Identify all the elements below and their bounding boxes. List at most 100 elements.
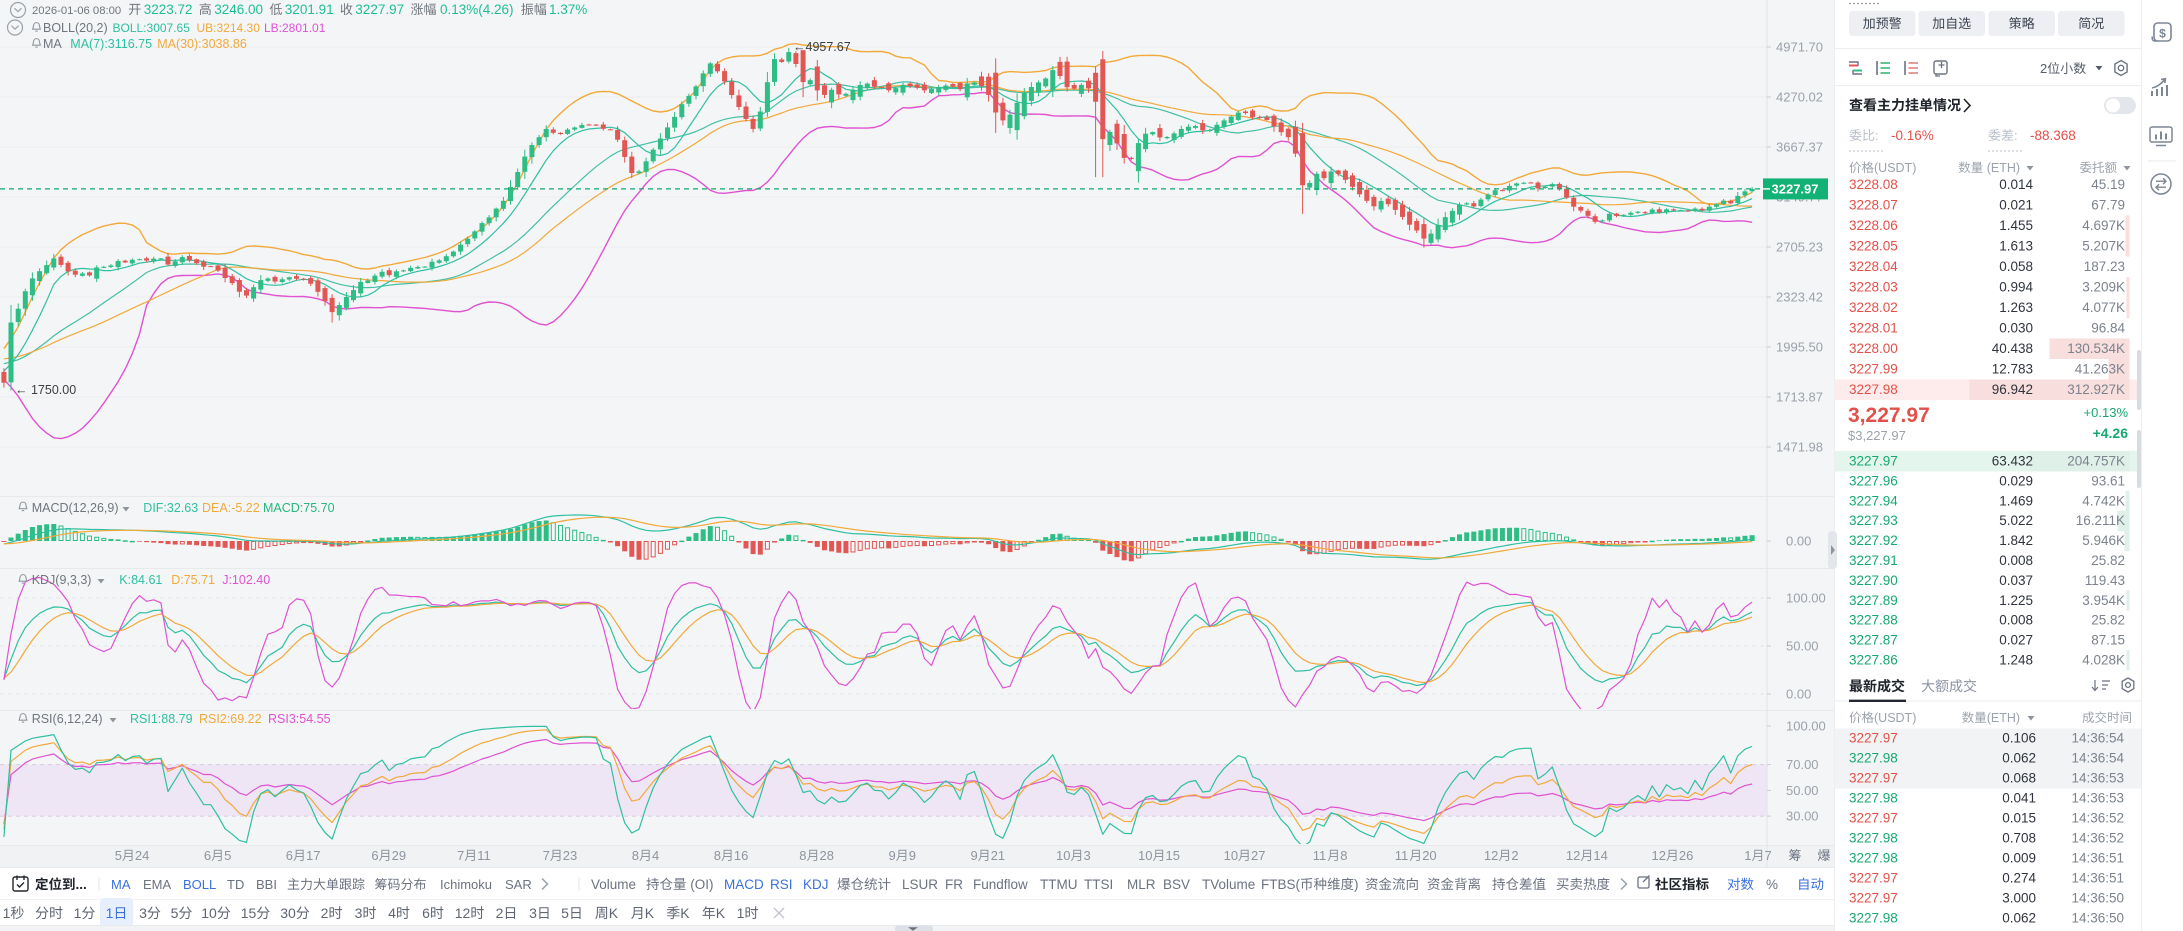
svg-text:12.783: 12.783 bbox=[1992, 362, 2033, 377]
svg-text:0.041: 0.041 bbox=[2002, 791, 2036, 806]
svg-text:14:36:50: 14:36:50 bbox=[2071, 911, 2124, 926]
svg-text:1471.98: 1471.98 bbox=[1776, 440, 1823, 455]
svg-text:J:102.40: J:102.40 bbox=[222, 573, 270, 587]
svg-text:0.708: 0.708 bbox=[2002, 831, 2036, 846]
svg-text:2: 2 bbox=[496, 905, 504, 921]
svg-text:3: 3 bbox=[1084, 848, 1091, 863]
svg-text:6: 6 bbox=[286, 848, 293, 863]
svg-text:EMA: EMA bbox=[143, 877, 172, 892]
svg-text:45.19: 45.19 bbox=[2091, 177, 2125, 192]
svg-text:BBI: BBI bbox=[256, 877, 277, 892]
svg-text:+4.26: +4.26 bbox=[2093, 425, 2129, 441]
svg-text:100.00: 100.00 bbox=[1786, 719, 1826, 734]
svg-text:3228.07: 3228.07 bbox=[1849, 198, 1898, 213]
svg-text:): ) bbox=[1354, 877, 1359, 892]
svg-text:100.00: 100.00 bbox=[1786, 591, 1826, 606]
svg-text:MACD:75.70: MACD:75.70 bbox=[263, 501, 335, 515]
svg-text:4.742K: 4.742K bbox=[2082, 493, 2125, 508]
svg-text:29: 29 bbox=[392, 848, 406, 863]
svg-text:-88.368: -88.368 bbox=[2030, 128, 2076, 143]
svg-text:3246.00: 3246.00 bbox=[214, 2, 263, 17]
svg-text:BOLL:3007.65: BOLL:3007.65 bbox=[113, 21, 191, 35]
svg-text:3227.97: 3227.97 bbox=[1849, 454, 1898, 469]
svg-text:2: 2 bbox=[2040, 61, 2047, 76]
svg-text:11: 11 bbox=[477, 848, 491, 863]
svg-text:3227.98: 3227.98 bbox=[1849, 911, 1898, 926]
svg-text:3: 3 bbox=[139, 905, 147, 921]
svg-text:RSI2:69.22: RSI2:69.22 bbox=[199, 712, 262, 726]
svg-text:15: 15 bbox=[1166, 848, 1180, 863]
svg-text:2: 2 bbox=[1511, 848, 1518, 863]
svg-text:6: 6 bbox=[422, 905, 430, 921]
svg-text:SAR: SAR bbox=[505, 877, 532, 892]
svg-text:DIF:32.63: DIF:32.63 bbox=[143, 501, 198, 515]
svg-text:26: 26 bbox=[1679, 848, 1693, 863]
svg-text:14:36:54: 14:36:54 bbox=[2071, 751, 2124, 766]
svg-text:0.008: 0.008 bbox=[1999, 613, 2033, 628]
svg-text:5: 5 bbox=[224, 848, 231, 863]
svg-text:63.432: 63.432 bbox=[1992, 454, 2033, 469]
svg-text:← 1750.00: ← 1750.00 bbox=[15, 383, 76, 397]
svg-text:10: 10 bbox=[1138, 848, 1152, 863]
svg-text:3227.89: 3227.89 bbox=[1849, 593, 1898, 608]
svg-text:10: 10 bbox=[1224, 848, 1238, 863]
svg-text:3227.94: 3227.94 bbox=[1849, 493, 1898, 508]
svg-text:96.84: 96.84 bbox=[2091, 321, 2125, 336]
svg-text:14: 14 bbox=[1593, 848, 1607, 863]
svg-text:KDJ(9,3,3): KDJ(9,3,3) bbox=[32, 573, 92, 587]
svg-text:96.942: 96.942 bbox=[1992, 382, 2033, 397]
svg-text:21: 21 bbox=[991, 848, 1005, 863]
svg-text:3228.01: 3228.01 bbox=[1849, 321, 1898, 336]
svg-text:187.23: 187.23 bbox=[2084, 259, 2125, 274]
svg-text:...: ... bbox=[76, 877, 87, 892]
svg-text:93.61: 93.61 bbox=[2091, 473, 2125, 488]
svg-text:3.000: 3.000 bbox=[2002, 891, 2036, 906]
svg-text:28: 28 bbox=[820, 848, 834, 863]
svg-text:3227.98: 3227.98 bbox=[1849, 751, 1898, 766]
svg-text:30: 30 bbox=[280, 905, 296, 921]
svg-text:$: $ bbox=[2159, 27, 2166, 41]
svg-text:BOLL: BOLL bbox=[183, 877, 216, 892]
svg-text:16.211K: 16.211K bbox=[2076, 513, 2125, 528]
svg-text:3227.97: 3227.97 bbox=[355, 2, 404, 17]
svg-text:1.225: 1.225 bbox=[1999, 593, 2033, 608]
svg-text:0.00: 0.00 bbox=[1786, 534, 1811, 549]
svg-text:5: 5 bbox=[171, 905, 179, 921]
svg-text:204.757K: 204.757K bbox=[2067, 454, 2125, 469]
svg-text:LB:2801.01: LB:2801.01 bbox=[264, 21, 326, 35]
svg-text:3223.72: 3223.72 bbox=[144, 2, 193, 17]
svg-text:5: 5 bbox=[561, 905, 569, 921]
svg-text:MACD(12,26,9): MACD(12,26,9) bbox=[32, 501, 119, 515]
svg-text:70.00: 70.00 bbox=[1786, 757, 1819, 772]
svg-text:3227.92: 3227.92 bbox=[1849, 533, 1898, 548]
svg-text:0.058: 0.058 bbox=[1999, 259, 2033, 274]
svg-text:MA(7):3116.75: MA(7):3116.75 bbox=[70, 37, 152, 51]
svg-text:16: 16 bbox=[734, 848, 748, 863]
svg-text:15: 15 bbox=[241, 905, 257, 921]
svg-text:14:36:52: 14:36:52 bbox=[2071, 831, 2124, 846]
svg-text:MA: MA bbox=[111, 877, 131, 892]
svg-text:9: 9 bbox=[909, 848, 916, 863]
svg-text:3: 3 bbox=[355, 905, 363, 921]
svg-text:20: 20 bbox=[1422, 848, 1436, 863]
svg-text:RSI: RSI bbox=[770, 877, 793, 892]
svg-text:1.455: 1.455 bbox=[1999, 218, 2033, 233]
svg-text:4: 4 bbox=[652, 848, 659, 863]
svg-text:8: 8 bbox=[1340, 848, 1347, 863]
svg-text:17: 17 bbox=[306, 848, 320, 863]
svg-text:4.697K: 4.697K bbox=[2082, 218, 2125, 233]
svg-text:3227.98: 3227.98 bbox=[1849, 831, 1898, 846]
svg-text:4270.02: 4270.02 bbox=[1776, 90, 1823, 105]
svg-text:14:36:51: 14:36:51 bbox=[2071, 871, 2124, 886]
svg-text:TD: TD bbox=[227, 877, 244, 892]
svg-text:27: 27 bbox=[1251, 848, 1265, 863]
svg-text:7: 7 bbox=[1765, 848, 1772, 863]
svg-text:12: 12 bbox=[1484, 848, 1498, 863]
svg-text:4.028K: 4.028K bbox=[2082, 653, 2125, 668]
svg-text::: : bbox=[1875, 128, 1879, 143]
svg-text:3,227.97: 3,227.97 bbox=[1848, 404, 1930, 427]
svg-text:1: 1 bbox=[74, 905, 82, 921]
svg-text:0.030: 0.030 bbox=[1999, 321, 2033, 336]
svg-text:(USDT): (USDT) bbox=[1874, 161, 1916, 175]
svg-text:RSI3:54.55: RSI3:54.55 bbox=[268, 712, 331, 726]
